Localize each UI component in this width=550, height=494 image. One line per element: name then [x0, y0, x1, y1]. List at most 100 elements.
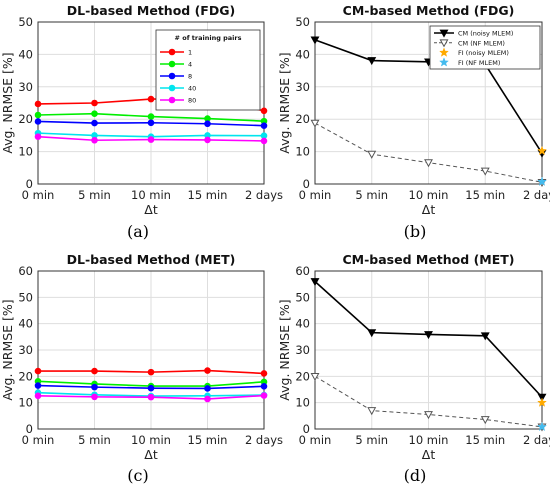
x-tick-label: 5 min: [355, 433, 388, 447]
legend-swatch-marker: [439, 29, 449, 38]
x-axis-label: Δt: [422, 447, 436, 462]
data-point: [147, 384, 155, 392]
y-axis-label: Avg. NRMSE [%]: [277, 52, 292, 153]
legend-swatch-marker: [439, 47, 449, 57]
data-point: [91, 383, 98, 391]
y-tick-label: 20: [295, 369, 310, 383]
plot-frame: [37, 270, 265, 430]
legend-label: CM (noisy MLEM): [458, 30, 513, 38]
y-tick-label: 0: [303, 177, 310, 191]
legend-label: 40: [188, 85, 196, 93]
data-point: [260, 370, 268, 377]
data-point: [367, 57, 377, 66]
legend-swatch-marker: [439, 57, 449, 67]
x-tick-label: 15 min: [465, 188, 505, 202]
data-point: [260, 122, 268, 129]
x-tick-label: 5 min: [78, 188, 111, 202]
data-point: [147, 393, 155, 401]
x-tick-label: 0 min: [22, 433, 55, 447]
data-point: [34, 382, 42, 389]
y-tick-label: 10: [18, 145, 33, 159]
y-tick-label: 20: [295, 112, 310, 126]
data-point: [367, 407, 377, 416]
data-point: [34, 392, 42, 400]
data-point: [260, 107, 268, 115]
data-point: [204, 120, 211, 128]
y-tick-label: 0: [26, 422, 33, 436]
legend-label: CM (NF MLEM): [458, 39, 505, 47]
data-point: [147, 368, 155, 376]
x-axis-label: Δt: [144, 202, 158, 217]
y-axis-label: Avg. NRMSE [%]: [277, 299, 292, 400]
panel-label-b: (b): [403, 222, 427, 241]
y-tick-label: 60: [295, 264, 310, 278]
data-point: [480, 332, 490, 341]
y-tick-label: 60: [18, 264, 33, 278]
data-point: [260, 392, 268, 399]
x-tick-label: 15 min: [188, 433, 228, 447]
y-tick-label: 30: [295, 80, 310, 94]
data-point: [260, 137, 268, 145]
x-tick-label: 0 min: [22, 188, 55, 202]
y-tick-label: 30: [295, 343, 310, 357]
data-point: [424, 411, 433, 420]
chart-panel-b: 0 10 20 30 40 50 0 min 5 min 10 min 15 min 2 days C…: [277, 3, 550, 217]
legend-label: 4: [188, 61, 192, 69]
x-tick-label: 15 min: [188, 188, 228, 202]
legend: CM (noisy MLEM)CM (NF MLEM) FI (noisy MLE…: [429, 25, 541, 70]
data-point: [204, 136, 211, 144]
y-tick-label: 50: [295, 290, 310, 304]
legend-label: FI (noisy MLEM): [458, 49, 509, 57]
data-point: [34, 100, 42, 108]
data-point: [34, 118, 42, 125]
chart-panel-d: 0 10 20 30 40 50 60 0 min 5 min 10 min 15 min 2 day…: [277, 252, 550, 462]
panel-label-c: (c): [127, 466, 149, 485]
chart-title: DL-based Method (FDG): [67, 3, 235, 18]
data-point: [537, 397, 547, 407]
series-line: [314, 375, 543, 428]
data-point: [310, 119, 320, 128]
x-tick-label: 10 min: [131, 188, 171, 202]
legend-swatch-marker: [168, 60, 176, 68]
data-point: [34, 367, 42, 375]
x-tick-label: 2 days: [523, 188, 550, 202]
chart-panel-a: 0 10 20 30 40 50 0 min 5 min 10 min 15 min 2 days D…: [0, 3, 283, 217]
data-point: [480, 416, 490, 425]
y-tick-label: 0: [303, 422, 310, 436]
y-tick-label: 40: [18, 47, 33, 61]
data-point: [260, 383, 268, 390]
legend-swatch-marker: [168, 84, 176, 92]
legend-swatch-marker: [439, 39, 449, 48]
legend: # of training pairs 1 4 8 40 80: [155, 29, 261, 111]
data-point: [147, 119, 155, 127]
chart-title: CM-based Method (FDG): [343, 3, 515, 18]
data-point: [91, 119, 98, 127]
x-tick-label: 2 days: [245, 433, 283, 447]
y-tick-label: 20: [18, 369, 33, 383]
x-tick-label: 2 days: [245, 188, 283, 202]
data-point: [204, 367, 211, 374]
data-point: [147, 136, 155, 143]
y-tick-label: 40: [18, 317, 33, 331]
x-axis-label: Δt: [144, 447, 158, 462]
legend-label: 8: [188, 73, 192, 81]
data-point: [91, 99, 98, 107]
y-tick-label: 20: [18, 112, 33, 126]
y-tick-label: 50: [295, 15, 310, 29]
legend-swatch-marker: [168, 48, 176, 56]
legend-label: FI (NF MLEM): [458, 59, 500, 67]
x-tick-label: 10 min: [409, 188, 449, 202]
chart-title: CM-based Method (MET): [342, 252, 514, 267]
x-tick-label: 15 min: [465, 433, 505, 447]
data-point: [91, 393, 98, 401]
data-point: [367, 329, 377, 338]
data-point: [537, 145, 547, 156]
y-tick-label: 30: [18, 343, 33, 357]
legend-label: 1: [188, 49, 192, 57]
data-point: [204, 395, 211, 403]
x-tick-label: 2 days: [523, 433, 550, 447]
y-tick-label: 10: [295, 145, 310, 159]
y-axis-label: Avg. NRMSE [%]: [0, 52, 15, 153]
y-tick-label: 10: [18, 396, 33, 410]
x-tick-label: 0 min: [299, 433, 332, 447]
